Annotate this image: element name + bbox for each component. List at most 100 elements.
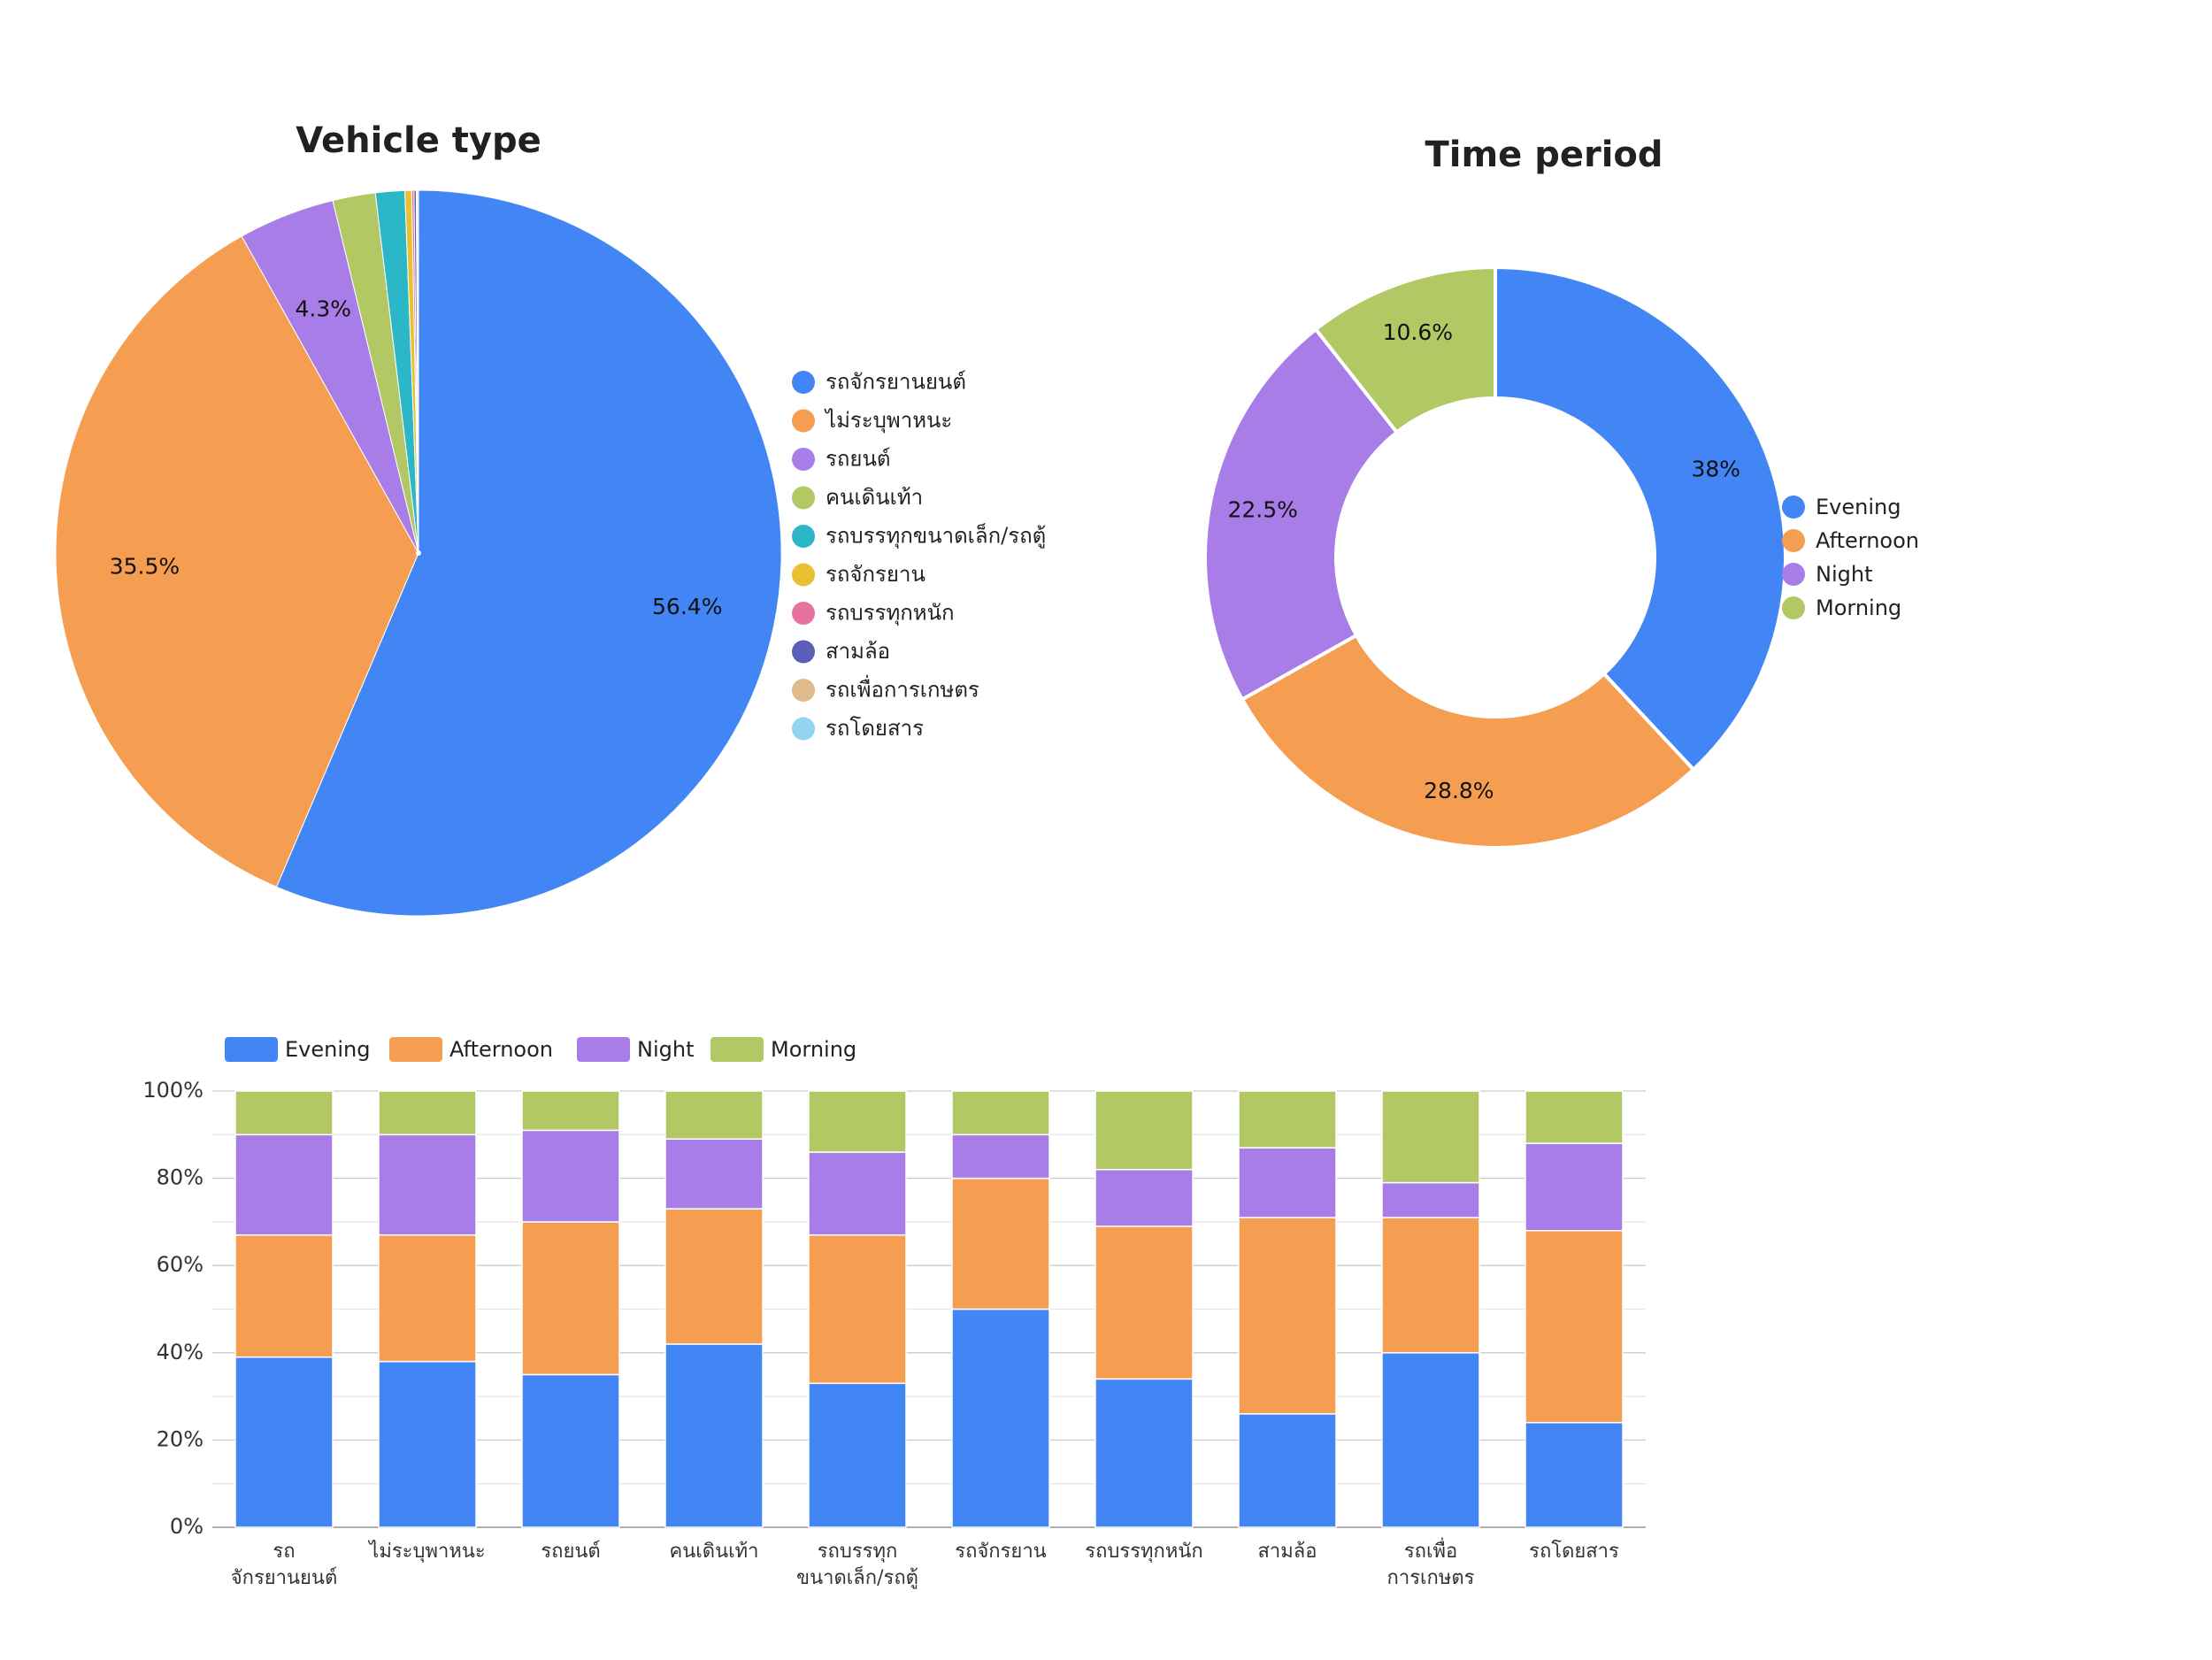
bar-evening-7[interactable]: [1094, 1378, 1194, 1528]
x-category-label: รถเพื่อ: [1404, 1537, 1457, 1563]
pie1-slice-label-3: 4.3%: [296, 296, 352, 321]
pie1-legend-label-10[interactable]: รถโดยสาร: [826, 716, 924, 741]
x-category-label: จักรยานยนต์: [231, 1567, 338, 1589]
x-category-label: รถจักรยาน: [955, 1541, 1046, 1563]
bar-night-4[interactable]: [664, 1138, 764, 1210]
bar-afternoon-3[interactable]: [521, 1221, 620, 1376]
y-tick-label: 0%: [170, 1514, 204, 1539]
pie1-slice-label-1: 56.4%: [652, 594, 722, 619]
pie1-legend-label-1[interactable]: รถจักรยานยนต์: [826, 370, 966, 395]
y-tick-label: 60%: [157, 1252, 204, 1277]
bar-evening-10[interactable]: [1525, 1421, 1624, 1528]
bar-morning-5[interactable]: [808, 1090, 907, 1153]
pie1-legend-label-8[interactable]: สามล้อ: [826, 639, 890, 664]
bar-afternoon-4[interactable]: [664, 1208, 764, 1345]
stacked-bar-chart: Evening Afternoon Night Morning 0% 20% 40% 60%…: [142, 1037, 1646, 1589]
bar-evening-6[interactable]: [951, 1308, 1050, 1528]
bar-evening-3[interactable]: [521, 1373, 620, 1528]
pie2-slice-label-3: 22.5%: [1227, 497, 1297, 523]
x-category-label: รถ: [273, 1541, 295, 1563]
pie2-slice-4[interactable]: [1313, 265, 1497, 435]
x-category-label: การเกษตร: [1387, 1567, 1475, 1589]
y-tick-label: 100%: [142, 1078, 204, 1103]
bar-legend-swatch-afternoon: [389, 1037, 442, 1062]
bar-morning-8[interactable]: [1238, 1090, 1337, 1149]
pie2-slice-3[interactable]: [1203, 327, 1400, 703]
bar-morning-3[interactable]: [521, 1090, 620, 1132]
bar-night-7[interactable]: [1094, 1168, 1194, 1227]
pie1-slice-label-2: 35.5%: [110, 554, 180, 580]
bar-morning-9[interactable]: [1381, 1090, 1480, 1184]
bar-morning-1[interactable]: [234, 1090, 334, 1136]
x-category-label: สามล้อ: [1258, 1541, 1317, 1563]
vehicle-type-chart: Vehicle type 56.4% 35.5% 4.3% รถจักรยานยนต…: [55, 120, 1046, 917]
pie1-legend-swatch-3: [792, 448, 815, 471]
bar-legend-label-afternoon[interactable]: Afternoon: [449, 1037, 553, 1062]
pie1-legend-label-9[interactable]: รถเพื่อการเกษตร: [826, 675, 979, 703]
bar-afternoon-2[interactable]: [378, 1233, 477, 1363]
pie1-legend-label-2[interactable]: ไม่ระบุพาหนะ: [824, 408, 952, 434]
bar-night-2[interactable]: [378, 1134, 477, 1236]
x-category-label: รถยนต์: [541, 1541, 600, 1563]
bar-legend-swatch-evening: [225, 1037, 278, 1062]
bar-afternoon-9[interactable]: [1381, 1217, 1480, 1354]
bar-night-5[interactable]: [808, 1151, 907, 1236]
pie2-slice-2[interactable]: [1240, 633, 1696, 849]
bar-night-1[interactable]: [234, 1134, 334, 1236]
bar-morning-2[interactable]: [378, 1090, 477, 1136]
bar-afternoon-10[interactable]: [1525, 1230, 1624, 1424]
pie1-legend-swatch-6: [792, 563, 815, 587]
pie2-legend-label-3[interactable]: Night: [1816, 562, 1872, 587]
x-category-label: รถโดยสาร: [1529, 1540, 1619, 1563]
bar-night-10[interactable]: [1525, 1142, 1624, 1232]
bar-afternoon-8[interactable]: [1238, 1217, 1337, 1415]
x-category-label: รถบรรทุกหนัก: [1085, 1541, 1202, 1563]
pie1-legend-swatch-2: [792, 409, 815, 433]
pie2-slice-1[interactable]: [1494, 265, 1787, 772]
x-category-label: ไม่ระบุพาหนะ: [367, 1540, 485, 1563]
pie1-legend-swatch-9: [792, 679, 815, 702]
bar-evening-2[interactable]: [378, 1360, 477, 1528]
pie1-legend-swatch-7: [792, 602, 815, 625]
bar-evening-9[interactable]: [1381, 1352, 1480, 1528]
pie1-legend-label-7[interactable]: รถบรรทุกหนัก: [826, 601, 955, 626]
pie1-slice-1[interactable]: [275, 189, 782, 917]
pie1-slice-10[interactable]: [417, 189, 419, 554]
pie-center-dot: [416, 550, 421, 556]
bar-evening-5[interactable]: [808, 1382, 907, 1528]
pie1-legend-swatch-10: [792, 717, 815, 741]
bar-night-8[interactable]: [1238, 1147, 1337, 1218]
pie2-legend-label-2[interactable]: Afternoon: [1816, 528, 1919, 553]
bar-afternoon-1[interactable]: [234, 1233, 334, 1358]
pie1-legend-swatch-1: [792, 371, 815, 394]
pie2-slice-label-4: 10.6%: [1383, 319, 1453, 345]
pie1-legend-swatch-8: [792, 640, 815, 664]
pie2-slice-label-1: 38%: [1692, 457, 1741, 482]
bar-afternoon-6[interactable]: [951, 1177, 1050, 1310]
bar-legend-label-evening[interactable]: Evening: [285, 1037, 370, 1062]
bar-evening-8[interactable]: [1238, 1413, 1337, 1528]
pie1-legend-label-3[interactable]: รถยนต์: [826, 447, 890, 472]
bar-morning-10[interactable]: [1525, 1090, 1624, 1144]
bar-morning-4[interactable]: [664, 1090, 764, 1140]
pie1-legend-label-6[interactable]: รถจักรยาน: [826, 562, 926, 587]
bar-legend-label-night[interactable]: Night: [637, 1037, 694, 1062]
bar-legend-label-morning[interactable]: Morning: [771, 1037, 856, 1062]
bar-evening-1[interactable]: [234, 1356, 334, 1528]
bar-evening-4[interactable]: [664, 1343, 764, 1528]
bar-afternoon-7[interactable]: [1094, 1226, 1194, 1380]
pie1-legend-swatch-4: [792, 486, 815, 510]
bar-night-9[interactable]: [1381, 1181, 1480, 1218]
vehicle-type-title: Vehicle type: [296, 120, 541, 161]
bar-afternoon-5[interactable]: [808, 1233, 907, 1385]
bar-morning-7[interactable]: [1094, 1090, 1194, 1171]
y-tick-label: 40%: [157, 1340, 204, 1364]
bar-morning-6[interactable]: [951, 1090, 1050, 1136]
bar-night-3[interactable]: [521, 1129, 620, 1223]
pie1-slice-2[interactable]: [55, 235, 419, 888]
pie2-legend-label-4[interactable]: Morning: [1816, 596, 1901, 620]
pie1-legend-label-4[interactable]: คนเดินเท้า: [826, 485, 923, 510]
pie1-legend-label-5[interactable]: รถบรรทุกขนาดเล็ก/รถตู้: [826, 523, 1046, 549]
pie2-legend-label-1[interactable]: Evening: [1816, 495, 1901, 519]
bar-night-6[interactable]: [951, 1134, 1050, 1180]
